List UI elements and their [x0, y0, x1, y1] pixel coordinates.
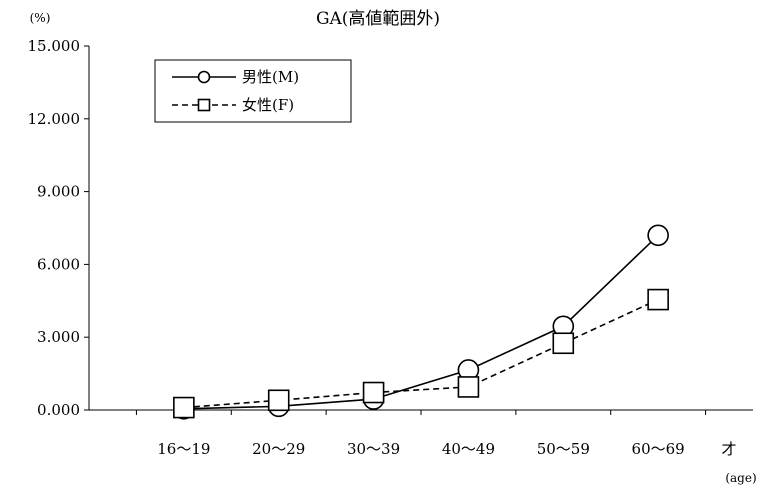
- series-layer: [173, 224, 669, 420]
- y-tick-label: 9.000: [37, 183, 80, 201]
- x-axis-unit: (age): [725, 471, 756, 485]
- legend: 男性(M) 女性(F): [154, 59, 352, 123]
- data-point-circle: [647, 224, 669, 247]
- x-tick-label: 50～59: [537, 440, 590, 458]
- legend-label: 男性(M): [242, 68, 299, 86]
- chart-title: GA(高値範囲外): [316, 9, 440, 29]
- legend-marker-square: [197, 98, 211, 112]
- y-tick-label: 15.000: [28, 37, 81, 55]
- y-tick-label: 12.000: [28, 110, 81, 128]
- y-tick-label: 3.000: [37, 328, 80, 346]
- series-line-1: [183, 234, 659, 410]
- x-tick-label: 60～69: [632, 440, 685, 458]
- x-tick-label: 40～49: [442, 440, 495, 458]
- legend-label: 女性(F): [242, 96, 294, 114]
- x-axis-label: 才: [721, 440, 736, 458]
- axes: 0.000 3.000 6.000 9.000 12.000 15.000 16～19 20～…: [28, 37, 753, 458]
- data-point-square: [457, 376, 480, 398]
- data-point-square: [173, 396, 195, 419]
- data-point-square: [362, 381, 385, 404]
- data-point-square: [267, 389, 290, 412]
- legend-box: [154, 59, 352, 123]
- series-line-2: [183, 298, 659, 409]
- y-tick-label: 6.000: [37, 255, 80, 273]
- x-tick-label: 16～19: [157, 440, 210, 458]
- x-tick-label: 30～39: [347, 440, 400, 458]
- legend-marker-circle: [197, 70, 211, 84]
- y-tick-label: 0.000: [37, 401, 80, 419]
- data-point-square: [647, 288, 669, 311]
- y-axis-unit: (%): [30, 11, 51, 25]
- data-point-square: [552, 332, 575, 355]
- x-tick-label: 20～29: [252, 440, 305, 458]
